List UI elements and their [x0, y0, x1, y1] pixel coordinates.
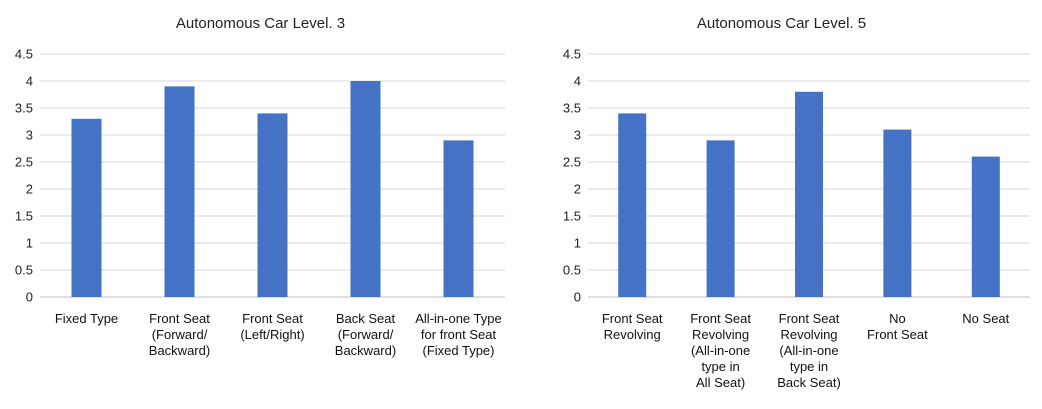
y-tick-label: 3.5 — [15, 101, 33, 116]
y-tick-label: 2 — [574, 182, 581, 197]
x-tick-label: Front Seat (Forward/Backward) — [149, 311, 210, 358]
bar — [706, 140, 735, 297]
x-tick-label: No Seat — [962, 311, 1009, 326]
y-tick-label: 2.5 — [15, 155, 33, 170]
y-tick-label: 0.5 — [15, 263, 33, 278]
y-tick-label: 1.5 — [563, 209, 581, 224]
bar — [443, 140, 474, 297]
y-tick-label: 4 — [574, 74, 581, 89]
chart-title: Autonomous Car Level. 5 — [696, 15, 867, 32]
chart-title: Autonomous Car Level. 3 — [175, 15, 346, 32]
x-tick-label: Front Seat Revolving (All-in-one type in Bac… — [777, 311, 841, 390]
bar — [71, 118, 102, 297]
x-tick-label: Fixed Type — [55, 311, 118, 326]
x-tick-label: Front Seat (Left/Right) — [240, 311, 304, 342]
y-tick-label: 2 — [26, 182, 33, 197]
bar — [795, 91, 823, 297]
x-tick-label: Back Seat (Forward/Backward) — [335, 311, 396, 358]
y-tick-label: 4.5 — [563, 47, 581, 62]
chart-panel-level-3: Autonomous Car Level. 3 0 0.5 1 1.5 2 2.5 3 3.5… — [15, 15, 505, 358]
bar — [257, 113, 288, 298]
bar — [618, 113, 647, 298]
bar — [883, 129, 912, 297]
bar-chart-level-5: 0 0.5 1 1.5 2 2.5 3 3.5 4 4.5 Front Seat Revolving F… — [563, 47, 1030, 390]
y-tick-label: 2.5 — [563, 155, 581, 170]
y-tick-label: 1 — [26, 236, 33, 251]
y-tick-label: 0 — [574, 290, 581, 305]
x-tick-label: Front Seat Revolving (All-in-one type in All… — [690, 311, 751, 390]
y-tick-label: 3.5 — [563, 101, 581, 116]
y-tick-label: 3 — [26, 128, 33, 143]
y-tick-label: 4.5 — [15, 47, 33, 62]
y-tick-label: 0.5 — [563, 263, 581, 278]
x-tick-label: All-in-one Type for front Seat (Fixed Type… — [415, 311, 501, 358]
bar — [350, 81, 381, 297]
y-tick-label: 1.5 — [15, 209, 33, 224]
x-tick-label: Front Seat Revolving — [602, 311, 663, 342]
bar — [164, 86, 195, 298]
bar-chart-level-3: 0 0.5 1 1.5 2 2.5 3 3.5 4 4.5 Fixed Type Front Seat… — [15, 47, 505, 358]
y-tick-label: 4 — [26, 74, 33, 89]
chart-panel-level-5: Autonomous Car Level. 5 0 0.5 1 1.5 2 2.5 3 3.5… — [521, 0, 1042, 409]
y-tick-label: 3 — [574, 128, 581, 143]
x-tick-label: No Front Seat — [867, 311, 928, 342]
y-tick-label: 1 — [574, 236, 581, 251]
bar — [971, 156, 1000, 297]
y-tick-label: 0 — [26, 290, 33, 305]
